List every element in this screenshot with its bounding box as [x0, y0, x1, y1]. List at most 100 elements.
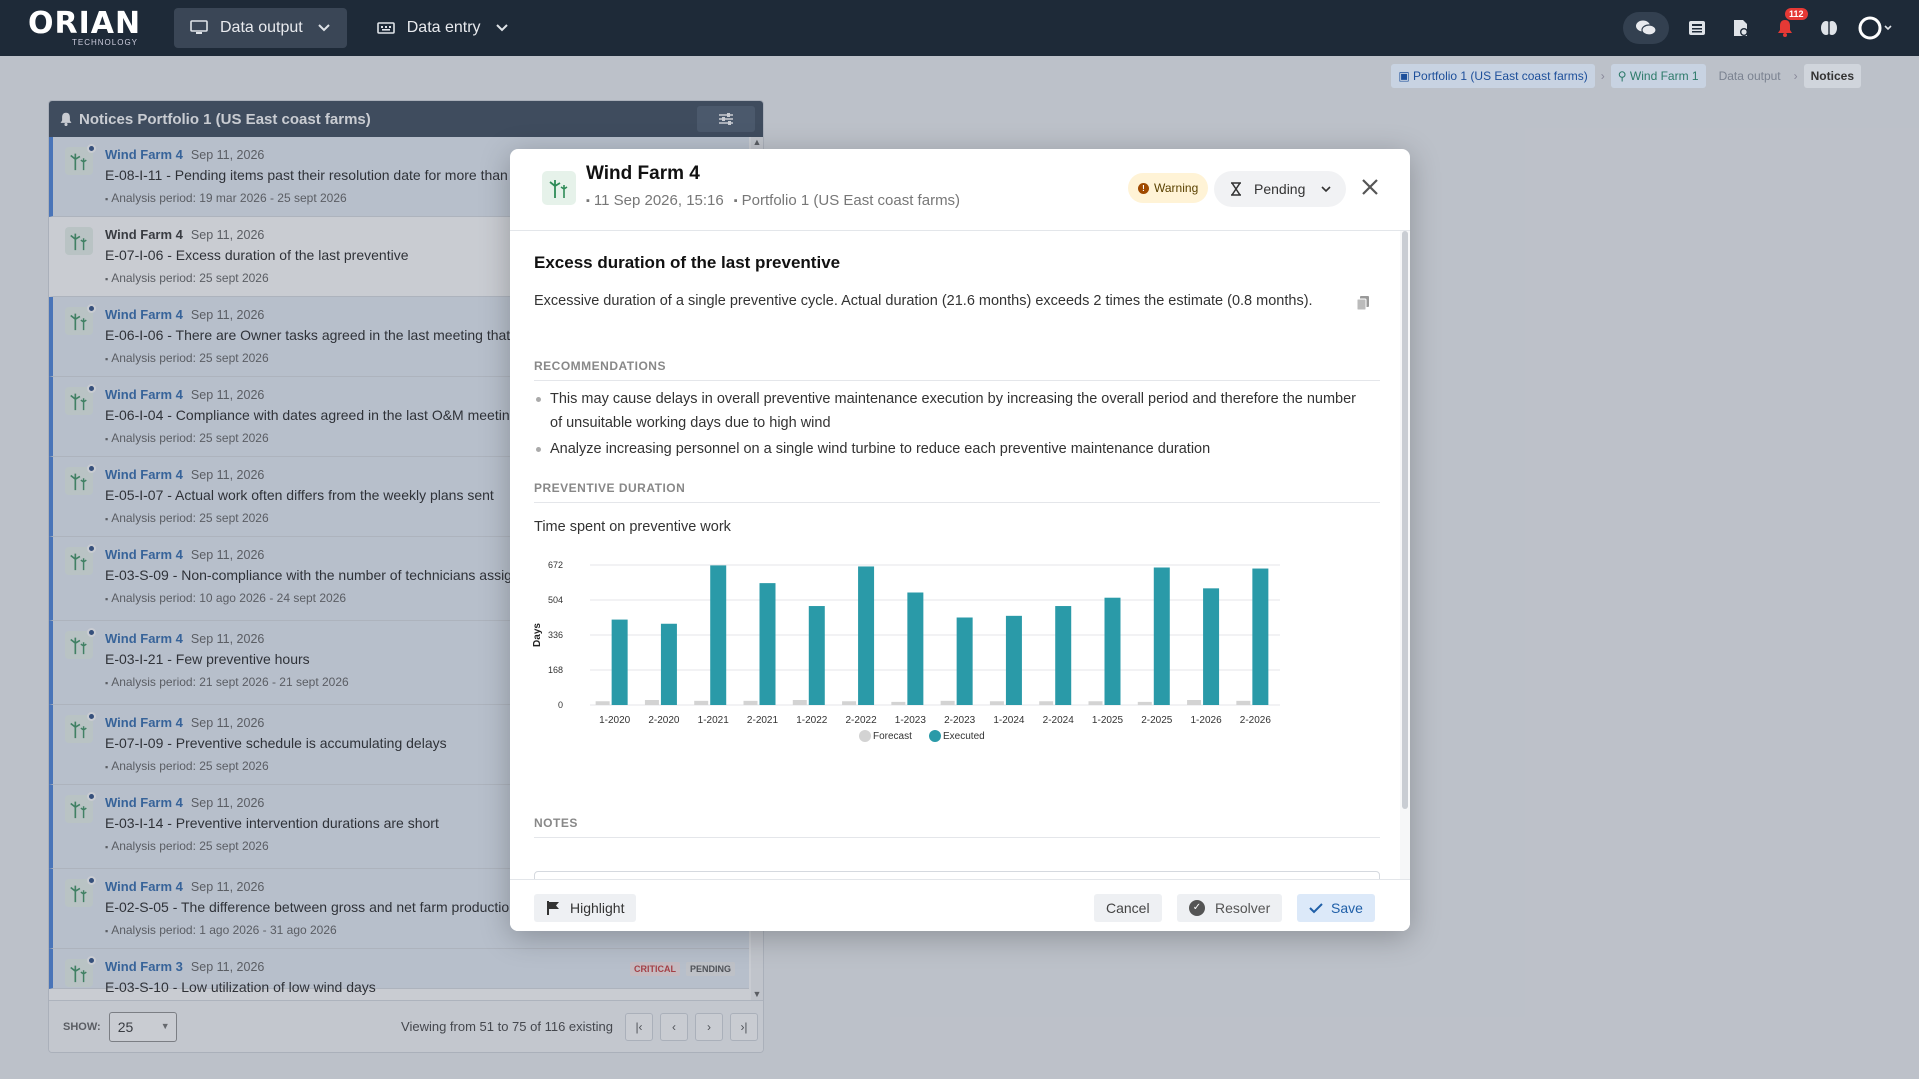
orian-logo[interactable]: ORIAN TECHNOLOGY [28, 5, 140, 51]
nav-data-output[interactable]: Data output [174, 8, 347, 48]
wind-turbine-avatar [65, 628, 96, 659]
recommendation-item: Analyze increasing personnel on a single… [536, 437, 1370, 461]
notice-date: Sep 11, 2026 [190, 631, 265, 646]
notice-period: ▪ Analysis period: 21 sept 2026 - 21 sept… [105, 675, 349, 689]
nav-data-entry[interactable]: Data entry [361, 8, 525, 48]
notice-farm[interactable]: Wind Farm 4 [105, 879, 183, 894]
documents-button[interactable] [1719, 12, 1763, 44]
unread-dot [87, 384, 96, 393]
forecast-bar [1137, 701, 1152, 705]
notice-farm[interactable]: Wind Farm 3 [105, 959, 183, 974]
notice-farm[interactable]: Wind Farm 4 [105, 307, 183, 322]
legend-executed-swatch [929, 730, 941, 742]
highlight-button[interactable]: Highlight [534, 894, 637, 922]
hourglass-icon [1231, 182, 1241, 196]
notice-farm[interactable]: Wind Farm 4 [105, 547, 183, 562]
notice-list-item[interactable]: Wind Farm 3 Sep 11, 2026 E-03-S-10 - Low u… [49, 949, 749, 995]
forecast-bar [842, 701, 857, 705]
resolver-button[interactable]: ✓ Resolver [1177, 894, 1283, 922]
notice-tags: CRITICAL PENDING [629, 959, 735, 977]
last-page-button[interactable]: ›| [730, 1012, 758, 1041]
copy-button[interactable] [1356, 295, 1370, 316]
close-button[interactable] [1358, 175, 1382, 199]
next-page-button[interactable]: › [695, 1012, 723, 1041]
notice-period-text: Analysis period: 19 mar 2026 - 25 sept 2… [111, 191, 347, 205]
forecast-bar [1088, 701, 1103, 705]
avatar-icon [1858, 16, 1892, 40]
breadcrumb-portfolio[interactable]: ▣ Portfolio 1 (US East coast farms) [1391, 64, 1595, 88]
cancel-button[interactable]: Cancel [1094, 894, 1162, 922]
y-tick-label: 504 [548, 595, 563, 605]
unread-dot [87, 144, 96, 153]
calendar-icon: ▪ [105, 926, 109, 936]
x-tick-label: 2-2024 [1043, 715, 1075, 726]
x-tick-label: 2-2025 [1141, 715, 1173, 726]
reports-button[interactable] [1675, 12, 1719, 44]
x-tick-label: 1-2024 [993, 715, 1025, 726]
notice-farm[interactable]: Wind Farm 4 [105, 631, 183, 646]
breadcrumb-data-output[interactable]: Data output [1718, 69, 1781, 83]
x-tick-label: 2-2020 [648, 715, 680, 726]
calendar-icon: ▪ [105, 842, 109, 852]
forecast-bar [694, 700, 709, 705]
notice-farm[interactable]: Wind Farm 4 [105, 715, 183, 730]
first-page-button[interactable]: |‹ [625, 1012, 653, 1041]
status-select[interactable]: Pending [1214, 171, 1346, 207]
prev-page-button[interactable]: ‹ [660, 1012, 688, 1041]
notice-period-text: Analysis period: 25 sept 2026 [111, 271, 269, 285]
scroll-down-icon[interactable]: ▼ [752, 989, 762, 999]
notice-farm[interactable]: Wind Farm 4 [105, 147, 183, 162]
y-tick-label: 168 [548, 665, 563, 675]
filter-button[interactable] [697, 106, 755, 132]
notice-title: E-03-S-10 - Low utilization of low wind … [105, 979, 376, 995]
notices-panel-header: Notices Portfolio 1 (US East coast farms… [49, 101, 763, 137]
notifications-button[interactable]: 112 [1763, 8, 1808, 44]
nav-data-output-label: Data output [220, 19, 303, 36]
notice-farm[interactable]: Wind Farm 4 [105, 467, 183, 482]
breadcrumb-farm[interactable]: ⚲ Wind Farm 1 [1610, 64, 1706, 88]
wind-turbine-icon [549, 180, 568, 198]
save-label: Save [1331, 900, 1363, 916]
preventive-duration-label: PREVENTIVE DURATION [534, 481, 1380, 503]
notice-meta: Wind Farm 4 Sep 11, 2026 [105, 147, 264, 162]
notice-farm[interactable]: Wind Farm 4 [105, 227, 183, 242]
modal-timestamp: 11 Sep 2026, 15:16 [593, 192, 724, 209]
newspaper-icon [1689, 21, 1705, 35]
x-tick-label: 2-2023 [944, 715, 976, 726]
notes-input[interactable] [534, 871, 1380, 879]
chat-icon [1636, 20, 1657, 36]
notice-detail-modal: Wind Farm 4 ▪ 11 Sep 2026, 15:16 ▪ Portf… [510, 149, 1410, 931]
forecast-bar [1039, 701, 1054, 705]
wind-turbine-icon [70, 233, 87, 251]
wind-turbine-avatar [65, 464, 96, 495]
monitor-icon [190, 20, 208, 34]
wind-turbine-avatar [65, 544, 96, 575]
unread-dot [87, 628, 96, 637]
briefcase-icon: ▣ [1398, 69, 1414, 83]
notice-meta: Wind Farm 4 Sep 11, 2026 [105, 227, 264, 242]
notice-title: E-07-I-09 - Preventive schedule is accum… [105, 735, 447, 751]
scroll-up-icon[interactable]: ▲ [752, 137, 762, 147]
notice-description: Excessive duration of a single preventiv… [534, 293, 1313, 309]
warning-icon: ! [1138, 182, 1149, 194]
notice-farm[interactable]: Wind Farm 4 [105, 387, 183, 402]
modal-scrollbar[interactable] [1400, 231, 1410, 879]
notice-farm[interactable]: Wind Farm 4 [105, 795, 183, 810]
wind-turbine-icon [70, 153, 87, 171]
critical-badge: CRITICAL [629, 962, 680, 976]
viewing-range-text: Viewing from 51 to 75 of 116 existing [401, 1019, 613, 1034]
x-tick-label: 2-2026 [1240, 715, 1272, 726]
chat-button[interactable] [1623, 12, 1669, 44]
chevron-down-icon [495, 24, 508, 32]
top-navigation-bar: ORIAN TECHNOLOGY Data output Data entry … [0, 0, 1919, 56]
notice-meta: Wind Farm 4 Sep 11, 2026 [105, 715, 264, 730]
user-menu-button[interactable] [1851, 12, 1901, 44]
modal-header: Wind Farm 4 ▪ 11 Sep 2026, 15:16 ▪ Portf… [510, 149, 1410, 231]
brain-button[interactable] [1807, 12, 1851, 44]
save-button[interactable]: Save [1297, 894, 1375, 922]
resolver-label: Resolver [1215, 900, 1271, 916]
x-tick-label: 2-2021 [747, 715, 779, 726]
notice-date: Sep 11, 2026 [190, 147, 265, 162]
page-size-select[interactable]: 25 ▼ [108, 1011, 177, 1042]
modal-scrollbar-thumb[interactable] [1402, 231, 1408, 809]
